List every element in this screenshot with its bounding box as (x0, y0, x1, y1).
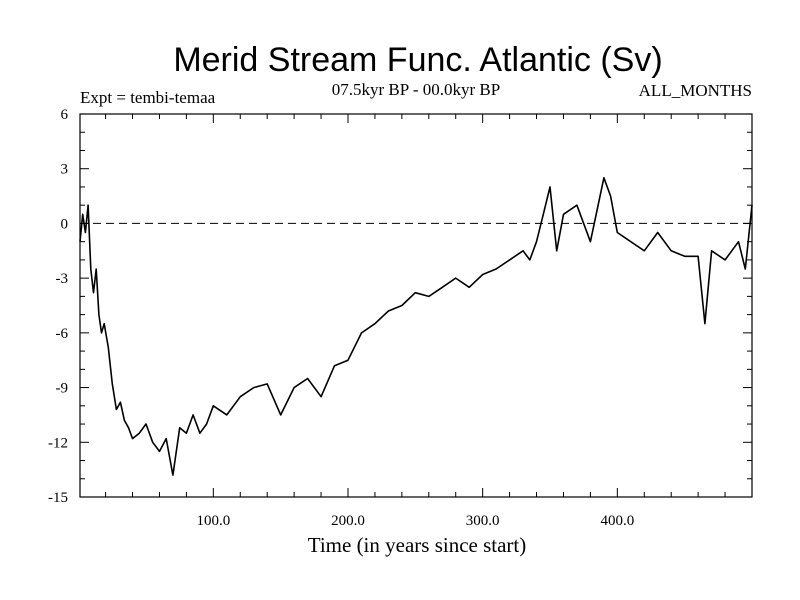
y-tick-label: 0 (61, 216, 69, 232)
y-tick-label: -6 (56, 326, 69, 342)
y-tick-label: -3 (56, 271, 69, 287)
plot-area-frame (79, 113, 753, 498)
x-axis: 100.0 200.0 300.0 400.0 (105, 114, 726, 529)
chart-title: Merid Stream Func. Atlantic (Sv) (173, 41, 662, 79)
series-line-merid-stream-func (79, 177, 753, 476)
x-axis-label: Time (in years since start) (308, 533, 527, 557)
chart-subtitle: 07.5kyr BP - 00.0kyr BP (332, 80, 500, 99)
y-tick-label: 6 (61, 107, 69, 123)
x-tick-label: 400.0 (600, 513, 634, 529)
y-tick-label: -9 (56, 381, 69, 397)
months-label: ALL_MONTHS (639, 81, 752, 100)
y-axis: 6 3 0 -3 -6 -9 -12 -15 (48, 107, 752, 506)
y-tick-label: -12 (48, 435, 68, 451)
y-tick-label: -15 (48, 490, 68, 506)
experiment-label: Expt = tembi-temaa (80, 88, 216, 107)
x-tick-label: 200.0 (331, 513, 365, 529)
x-tick-label: 100.0 (196, 513, 230, 529)
y-tick-label: 3 (61, 162, 69, 178)
x-tick-label: 300.0 (466, 513, 500, 529)
